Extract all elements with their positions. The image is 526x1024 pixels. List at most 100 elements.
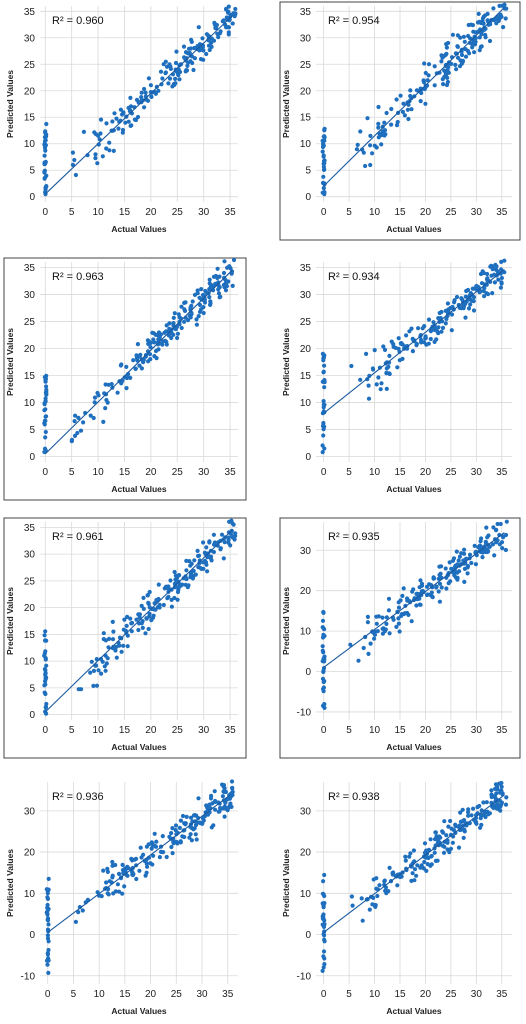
data-point [91,683,96,688]
data-point [133,117,139,123]
data-point [404,333,409,338]
data-point [480,550,485,555]
data-point [501,25,506,30]
data-point [437,581,443,586]
data-point [431,320,436,325]
data-point [370,151,375,156]
data-point [414,873,419,878]
data-point [322,385,327,390]
data-point [177,584,182,589]
data-point [464,288,469,294]
data-point [147,611,152,616]
scatter-points [320,780,509,973]
data-point [446,581,451,586]
data-point [198,57,204,62]
data-point [211,549,216,555]
data-point [380,626,385,631]
data-point [374,621,379,626]
data-point [135,342,140,347]
data-point [116,126,121,131]
data-point [185,585,190,590]
data-point [181,576,186,581]
data-point [406,116,411,122]
data-point [45,962,50,967]
data-point [75,430,80,436]
data-point [452,298,457,303]
data-point [230,785,235,790]
x-tick-label: 35 [496,989,508,1000]
data-point [216,35,221,40]
data-point [396,621,401,626]
data-point [42,422,47,427]
data-point [384,615,389,620]
x-tick-label: 35 [225,725,237,736]
data-point [233,6,238,12]
y-tick-label: 0 [29,452,35,463]
data-point [375,893,380,899]
data-point [378,387,383,392]
x-tick-label: 0 [321,467,327,478]
data-point [428,863,433,868]
data-point [193,822,199,828]
data-point [95,161,100,166]
data-point [209,284,214,289]
data-point [321,423,326,428]
data-point [99,894,104,899]
data-point [201,818,206,823]
data-point [321,892,326,897]
data-point [381,344,386,349]
data-point [195,548,200,553]
scatter-panel-2: 0 5 10 15 20 25 30 35 0 5 10 15 20 25 30 35 Actual Value… [276,0,522,242]
data-point [175,589,181,595]
data-point [145,864,150,869]
y-gridlines [316,267,512,457]
panel-7-svg: 0 5 10 15 20 25 30 35 -10 0 10 20 30 Actual Values Pre… [5,779,238,1016]
y-tick-label: 25 [24,60,36,71]
data-point [364,351,369,356]
y-gridlines [316,10,512,198]
data-point [148,83,153,88]
data-point [173,823,179,828]
data-point [499,281,504,286]
data-point [457,823,462,828]
r-squared-annotation: R² = 0.935 [328,531,380,543]
data-point [110,619,115,624]
data-point [215,266,220,271]
data-point [443,321,448,326]
data-point [70,150,75,155]
x-tick-label: 5 [346,467,352,478]
data-point [458,810,463,815]
data-point [371,877,376,882]
x-tick-label: 15 [119,207,131,218]
data-point [160,342,165,347]
data-point [374,614,379,619]
data-point [185,51,190,56]
data-point [503,547,508,553]
data-point [191,67,196,73]
data-point [498,285,503,290]
scatter-panel-5: 0 5 10 15 20 25 30 35 0 5 10 15 20 25 30 35 Actual Value… [0,516,248,760]
data-point [321,174,326,179]
x-tick-label: 20 [145,725,157,736]
data-point [222,814,227,819]
data-point [143,631,148,636]
y-axis-label: Predicted Values [5,70,15,138]
data-point [43,435,48,440]
data-point [125,873,130,878]
data-point [124,364,129,369]
data-point [472,543,477,548]
data-point [455,55,461,60]
data-point [44,414,49,419]
x-tick-label: 0 [45,989,51,1000]
data-point [72,433,78,438]
x-tick-label: 20 [420,207,432,218]
data-point [428,837,433,842]
data-point [199,287,204,292]
data-point [91,415,96,421]
x-gridlines [323,262,503,462]
data-point [44,121,49,127]
data-point [368,162,373,168]
data-point [204,545,209,550]
data-point [149,618,154,623]
